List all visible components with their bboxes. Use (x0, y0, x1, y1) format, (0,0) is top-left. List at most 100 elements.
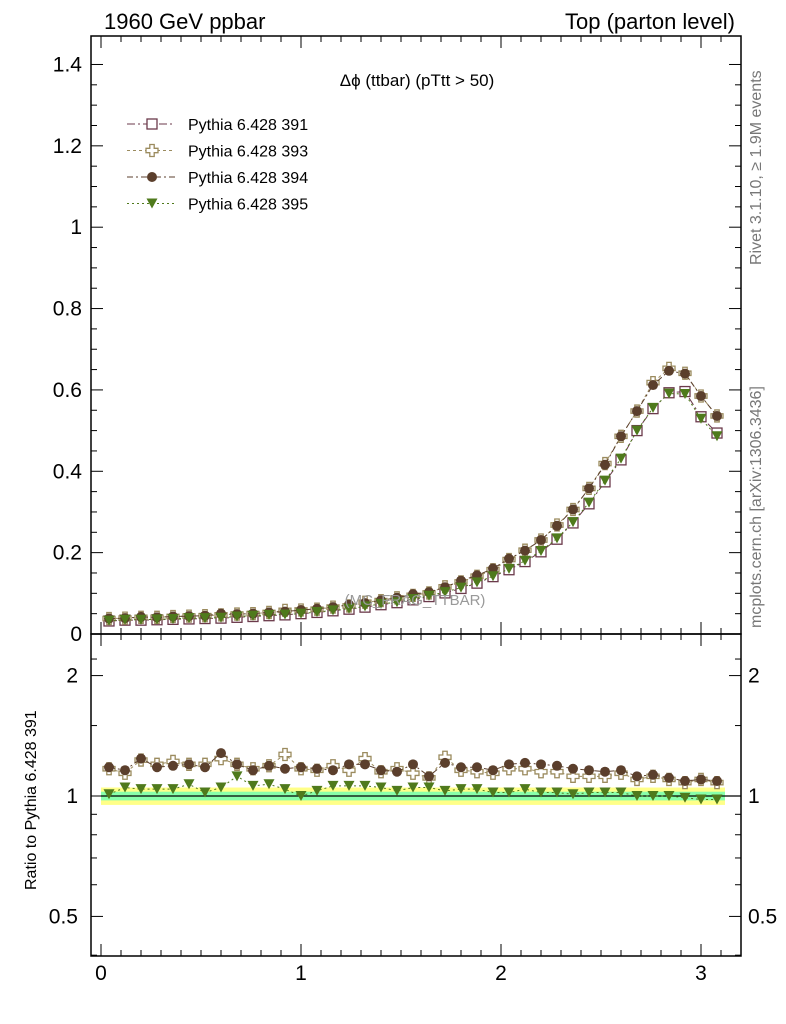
data-point (439, 587, 451, 598)
data-point (279, 609, 291, 620)
ratio-point (455, 784, 467, 795)
x-tick-label: 1 (295, 962, 307, 985)
data-point (423, 590, 435, 601)
ratio-point (184, 759, 194, 770)
ratio-point (567, 789, 579, 800)
data-point (519, 555, 531, 566)
data-point (712, 410, 722, 421)
ratio-point (423, 782, 435, 793)
ratio-point (312, 763, 322, 774)
ratio-point (120, 765, 130, 776)
ratio-point (392, 766, 402, 777)
data-point (568, 504, 578, 515)
ratio-point (231, 771, 243, 782)
ratio-y-tick-label: 2 (66, 665, 78, 688)
x-tick-label: 3 (695, 962, 707, 985)
ratio-point (344, 759, 354, 770)
ratio-point (600, 766, 610, 777)
ratio-point (360, 759, 370, 770)
data-point (103, 615, 115, 626)
ratio-point (519, 784, 531, 795)
ratio-point (584, 765, 594, 776)
data-point (631, 425, 643, 436)
ratio-point (631, 791, 643, 801)
data-point (535, 546, 547, 557)
data-point (664, 365, 674, 376)
data-point (183, 613, 195, 624)
ratio-point (183, 779, 195, 790)
ratio-y-tick-label-right: 0.5 (748, 905, 777, 928)
ratio-point (232, 759, 242, 770)
ratio-point (119, 782, 131, 793)
ratio-point (616, 765, 626, 776)
ratio-point (534, 765, 548, 779)
ratio-point (472, 762, 482, 773)
data-point (263, 609, 275, 620)
ratio-point (152, 762, 162, 773)
ratio-point (439, 785, 451, 796)
ratio-point (200, 762, 210, 773)
legend-marker (146, 118, 158, 130)
data-point (551, 533, 563, 544)
ratio-y-tick-label-right: 2 (748, 665, 760, 688)
ratio-point (696, 774, 706, 785)
series-line-1 (108, 391, 718, 622)
data-point (343, 603, 355, 614)
data-point (648, 380, 658, 391)
data-point (520, 545, 530, 556)
ratio-point (504, 759, 514, 770)
x-tick-label: 2 (495, 962, 507, 985)
main-ticks: 0 0.2 0.4 0.6 0.8 1 1.2 1.4 (53, 36, 741, 646)
legend-entry: Pythia 6.428 394 (188, 170, 308, 187)
ratio-point (135, 784, 147, 795)
ratio-point (215, 782, 227, 793)
ratio-point (376, 765, 386, 776)
ratio-point (296, 762, 306, 773)
ratio-point (104, 762, 114, 773)
legend-entry: Pythia 6.428 391 (188, 117, 308, 134)
ratio-point (663, 791, 675, 801)
ratio-point (343, 780, 355, 791)
ratio-point (199, 787, 211, 798)
ratio-point (247, 780, 259, 791)
rivet-label: Rivet 3.1.10, ≥ 1.9M events (748, 70, 765, 265)
data-point (215, 612, 227, 623)
data-point (711, 431, 723, 442)
main-title: Δϕ (ttbar) (pTtt > 50) (340, 71, 495, 90)
legend: Pythia 6.428 391 Pythia 6.428 393 Pythia 6… (127, 117, 308, 214)
y-tick-label: 1.4 (53, 53, 83, 76)
ratio-frame (90, 633, 742, 957)
data-point (599, 475, 611, 486)
data-point (135, 614, 147, 625)
data-point (632, 406, 642, 417)
ratio-point (406, 766, 420, 780)
legend-marker (146, 198, 158, 209)
ratio-point (712, 776, 722, 787)
ratio-point (615, 787, 627, 798)
ratio-point (375, 782, 387, 793)
data-point (536, 535, 546, 546)
legend-entry: Pythia 6.428 395 (188, 197, 308, 214)
data-point (247, 610, 259, 621)
data-point (663, 388, 675, 399)
data-point (359, 601, 371, 612)
ratio-point (679, 792, 691, 803)
ratio-point (103, 789, 115, 800)
ratio-y-tick-label: 1 (66, 785, 78, 808)
y-tick-label: 0.6 (53, 379, 82, 402)
ratio-point (278, 747, 292, 762)
data-point (391, 597, 403, 608)
legend-marker (147, 172, 157, 182)
y-tick-label: 1.2 (53, 135, 82, 158)
legend-entry: Pythia 6.428 393 (188, 144, 308, 161)
data-point (503, 563, 515, 574)
ratio-point (328, 765, 338, 776)
ratio-point (391, 785, 403, 796)
ratio-point (168, 760, 178, 771)
ratio-point (711, 794, 723, 805)
data-point (231, 611, 243, 622)
ratio-point (551, 787, 563, 798)
main-data-layer (102, 361, 724, 627)
ratio-point (487, 787, 499, 798)
ratio-point (424, 771, 434, 782)
